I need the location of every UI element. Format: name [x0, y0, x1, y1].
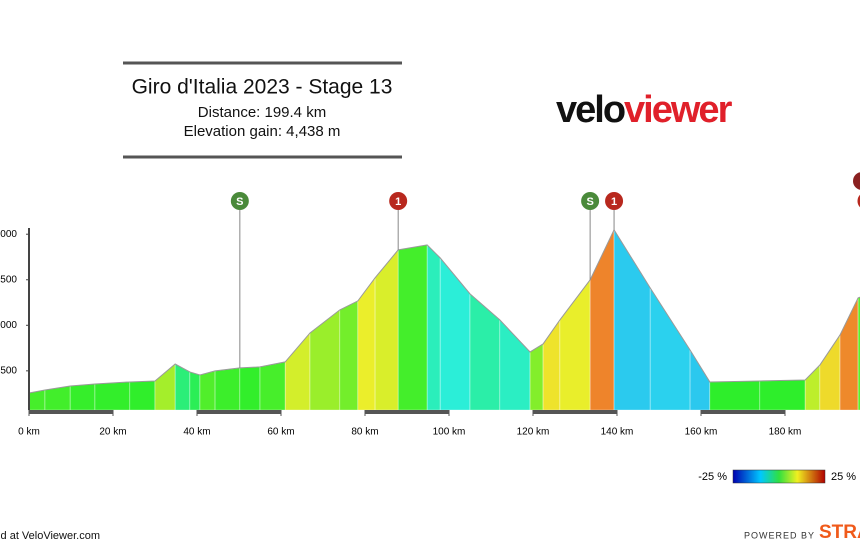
elevation-segment: [542, 318, 561, 411]
elevation-segment: [649, 286, 691, 411]
x-tick-label: 20 km: [99, 427, 126, 438]
x-tick-label: 40 km: [183, 427, 210, 438]
marker-label: 1: [611, 196, 617, 208]
elevation-segment: [529, 343, 544, 411]
elevation-segment: [613, 228, 651, 411]
x-tick-label: 0 km: [18, 427, 40, 438]
elevation-segment: [689, 348, 711, 411]
logo: veloviewer: [556, 89, 733, 131]
marker-badge: [857, 194, 860, 208]
elevation-segment: [69, 383, 96, 411]
distance-bar: [29, 410, 113, 414]
finish-flag: [853, 172, 860, 190]
gradient-colorbar: [732, 469, 826, 484]
distance-bar: [617, 410, 701, 414]
chart-title: Giro d'Italia 2023 - Stage 13: [132, 76, 393, 99]
distance-bar: [701, 410, 785, 414]
elevation-segment: [804, 364, 821, 411]
elevation-segment: [214, 367, 241, 411]
distance-bar: [197, 410, 281, 414]
y-tick-label: 1,500: [0, 274, 17, 285]
distance-bar: [785, 410, 860, 414]
x-tick-label: 140 km: [601, 427, 634, 438]
elevation-line: [28, 228, 860, 394]
distance-bar: [281, 410, 365, 414]
elevation-segment: [439, 257, 471, 411]
gradient-label: 25 %: [831, 471, 856, 483]
elevation-segment: [189, 371, 201, 411]
elevation-segment: [154, 363, 176, 411]
elevation-segment: [839, 297, 859, 411]
marker-label: S: [586, 196, 593, 208]
elevation-segment: [469, 293, 501, 411]
distance-bar: [449, 410, 533, 414]
gradient-label: -25 %: [698, 471, 727, 483]
marker-label: S: [236, 196, 243, 208]
marker-badge: [581, 192, 600, 210]
marker-badge: [605, 192, 624, 210]
x-tick-label: 80 km: [351, 427, 378, 438]
elevation-segment: [759, 379, 806, 411]
elevation-segment: [94, 381, 131, 411]
elevation-segment: [709, 380, 761, 411]
x-tick-label: 160 km: [685, 427, 718, 438]
distance-bar: [533, 410, 617, 414]
elevation-segment: [309, 309, 341, 411]
x-tick-label: 120 km: [517, 427, 550, 438]
marker-label: 1: [395, 196, 401, 208]
distance-bar: [113, 410, 197, 414]
x-tick-label: 100 km: [433, 427, 466, 438]
x-tick-label: 180 km: [769, 427, 802, 438]
elevation-segment: [129, 380, 156, 411]
powered-by: POWERED BY: [744, 530, 815, 540]
subtitle: Elevation gain: 4,438 m: [184, 123, 341, 140]
elevation-segment: [339, 300, 359, 411]
strava: STRAVA: [819, 522, 860, 543]
y-tick-label: 1,000: [0, 320, 17, 331]
y-tick-label: 2,000: [0, 229, 17, 240]
elevation-segment: [199, 370, 216, 411]
elevation-segment: [426, 244, 441, 411]
elevation-segment: [239, 366, 261, 411]
marker-badge: [389, 192, 408, 210]
elevation-segment: [589, 229, 615, 411]
subtitle: Distance: 199.4 km: [198, 104, 326, 121]
y-tick-label: 500: [0, 365, 17, 376]
x-tick-label: 60 km: [267, 427, 294, 438]
elevation-segment: [259, 361, 286, 411]
distance-bar: [365, 410, 449, 414]
elevation-segment: [284, 332, 311, 411]
elevation-segment: [397, 244, 428, 411]
credit: Created at VeloViewer.com: [0, 530, 100, 542]
marker-badge: [230, 192, 249, 210]
elevation-segment: [819, 333, 841, 411]
elevation-segment: [499, 319, 531, 411]
